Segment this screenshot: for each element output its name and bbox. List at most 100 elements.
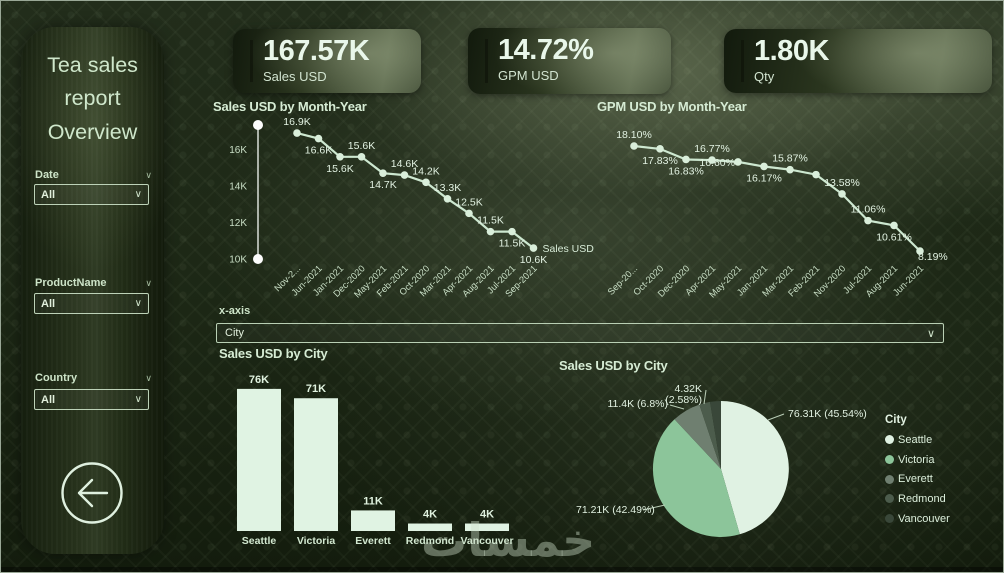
axis-zoom-slider-handle-bottom[interactable] — [253, 254, 263, 264]
pie-detail-label: (2.58%) — [665, 394, 702, 406]
kpi-card-sales: 167.57K Sales USD — [233, 29, 421, 93]
pie-legend: City Seattle Victoria Everett Redmond Vancou… — [885, 414, 950, 528]
bar-redmond[interactable] — [408, 523, 452, 531]
date-slicer-header: Date ∨ — [35, 169, 152, 181]
data-label: 13.3K — [434, 182, 461, 194]
sales-by-month-line-chart[interactable]: 16K 14K 12K 10K 16.9K 16.6K 15.6K 15.6K 14.7K 14.… — [211, 97, 611, 302]
country-slicer-header: Country ∨ — [35, 372, 152, 384]
sales-by-city-pie-chart[interactable]: 76.31K (45.54%) 71.21K (42.49%) 11.4K (6.8… — [561, 376, 991, 571]
data-point[interactable] — [812, 170, 820, 179]
data-point[interactable] — [916, 247, 924, 255]
pie-slice-redmond[interactable] — [699, 401, 721, 469]
svg-text:14K: 14K — [229, 182, 247, 193]
country-slicer-dropdown[interactable]: All ∨ — [34, 389, 149, 410]
date-slicer-value: All — [41, 188, 56, 201]
legend-item-redmond[interactable]: Redmond — [885, 489, 950, 509]
xaxis-selector-dropdown[interactable]: City ∨ — [216, 323, 944, 343]
data-point[interactable] — [379, 169, 387, 178]
collapse-chevron-icon[interactable]: ∨ — [145, 169, 152, 180]
data-point[interactable] — [443, 194, 452, 203]
data-point[interactable] — [357, 153, 366, 161]
productname-slicer-value: All — [41, 297, 56, 310]
svg-text:12K: 12K — [229, 218, 247, 229]
legend-item-everett[interactable]: Everett — [885, 469, 950, 489]
bar-seattle[interactable] — [237, 388, 281, 531]
kpi-qty-label: Qty — [754, 68, 775, 84]
legend-item-victoria[interactable]: Victoria — [885, 450, 950, 470]
data-label: 16.60% — [699, 157, 735, 169]
data-label: 14.7K — [369, 179, 396, 191]
pie-detail-label: 4.32K — [675, 383, 702, 395]
data-point[interactable] — [760, 162, 768, 171]
data-point[interactable] — [529, 244, 538, 252]
chevron-down-icon: ∨ — [134, 189, 142, 200]
chevron-down-icon: ∨ — [134, 298, 142, 309]
data-label: 15.87% — [772, 153, 808, 165]
data-point[interactable] — [656, 145, 664, 153]
bar-value-label: 4K — [423, 509, 437, 521]
data-label: 15.6K — [326, 163, 353, 175]
collapse-chevron-icon[interactable]: ∨ — [145, 372, 152, 383]
data-label: 11.06% — [851, 204, 886, 216]
data-point[interactable] — [465, 209, 473, 218]
bar-category-label: Vancouver — [460, 535, 513, 547]
data-label: 14.6K — [391, 158, 418, 170]
data-label: 16.6K — [305, 145, 332, 157]
back-arrow-icon — [61, 462, 123, 524]
gpm-by-month-line-chart[interactable]: 18.10% 17.83%16.83% 16.77% 16.60% 16.17% 15.8… — [596, 97, 1004, 302]
data-point[interactable] — [293, 129, 301, 137]
productname-slicer-dropdown[interactable]: All ∨ — [34, 293, 149, 314]
chevron-down-icon: ∨ — [134, 394, 142, 405]
data-point[interactable] — [734, 158, 742, 166]
pie-slice-everett[interactable] — [674, 404, 722, 469]
bar-vancouver[interactable] — [465, 523, 509, 531]
data-point[interactable] — [682, 155, 690, 164]
bar-value-label: 76K — [249, 374, 269, 386]
legend-item-vancouver[interactable]: Vancouver — [885, 509, 950, 529]
data-point[interactable] — [486, 227, 495, 236]
sales-by-city-bar-chart[interactable]: 76K Seattle 71K Victoria 11K Everett 4K Redmond… — [216, 346, 546, 561]
country-slicer-label: Country — [35, 372, 78, 384]
label-leader-line — [703, 389, 707, 405]
bar-category-label: Redmond — [406, 535, 454, 547]
data-point[interactable] — [400, 171, 409, 179]
label-leader-line — [767, 413, 785, 421]
data-point[interactable] — [786, 165, 794, 174]
data-point[interactable] — [890, 221, 898, 230]
back-button[interactable] — [60, 461, 124, 525]
collapse-chevron-icon[interactable]: ∨ — [145, 277, 152, 288]
date-slicer-dropdown[interactable]: All ∨ — [34, 184, 149, 205]
kpi-accent-bar — [485, 39, 488, 83]
data-point[interactable] — [630, 142, 638, 150]
data-label: 15.6K — [348, 140, 375, 152]
line-series — [633, 144, 921, 252]
axis-zoom-slider-handle-top[interactable] — [253, 120, 263, 130]
bar-everett[interactable] — [351, 510, 395, 531]
kpi-sales-value: 167.57K — [263, 35, 370, 67]
data-label: 16.17% — [746, 172, 782, 184]
data-point[interactable] — [422, 178, 430, 187]
data-label: 16.83% — [668, 165, 704, 177]
data-label: 17.83% — [642, 155, 678, 167]
pie-slice-seattle[interactable] — [721, 401, 789, 535]
data-label: 10.61% — [876, 231, 912, 243]
pie-detail-label: 11.4K (6.8%) — [607, 398, 668, 410]
data-point[interactable] — [864, 216, 872, 225]
data-point[interactable] — [508, 227, 516, 236]
xaxis-selector-value: City — [225, 327, 244, 339]
legend-swatch-icon — [885, 474, 894, 484]
date-slicer-label: Date — [35, 169, 59, 181]
data-point[interactable] — [838, 190, 846, 198]
data-point[interactable] — [708, 156, 716, 164]
pie-slice-vancouver[interactable] — [710, 401, 721, 469]
data-point[interactable] — [336, 153, 344, 161]
legend-item-label: Redmond — [898, 492, 946, 505]
data-point[interactable] — [314, 134, 323, 143]
legend-item-seattle[interactable]: Seattle — [885, 430, 950, 450]
productname-slicer-header: ProductName ∨ — [35, 277, 152, 289]
pie-legend-title: City — [885, 414, 907, 426]
pie-slice-victoria[interactable] — [652, 419, 740, 537]
data-label: 16.9K — [283, 116, 310, 128]
bar-victoria[interactable] — [294, 398, 338, 531]
legend-item-label: Everett — [898, 473, 933, 486]
